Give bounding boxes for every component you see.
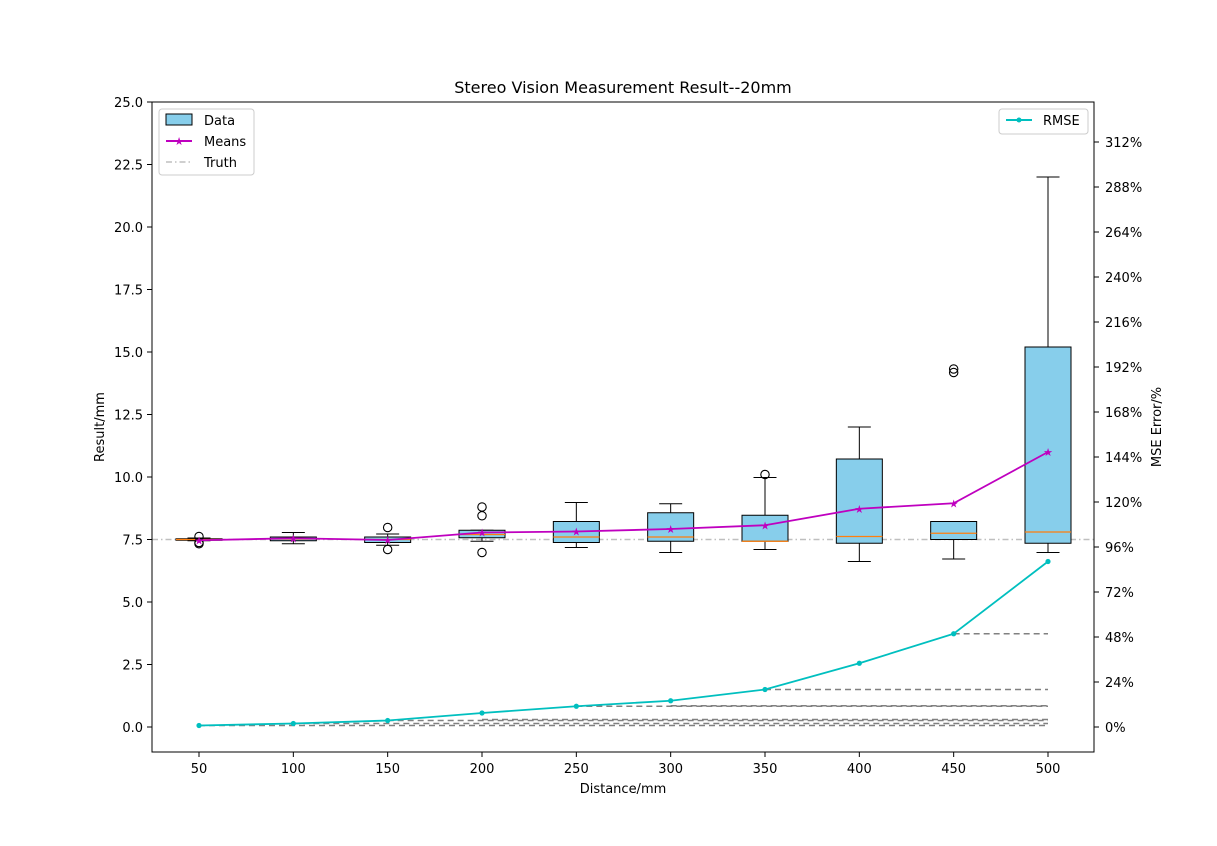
y-tick-label: 15.0	[114, 346, 143, 361]
box-body	[1024, 346, 1072, 544]
outlier-point-1	[477, 510, 487, 521]
outlier-point-0	[948, 364, 959, 374]
y2-tick-label: 96%	[1105, 541, 1134, 556]
rmse-point-400	[856, 660, 862, 666]
y2-tick-label: 192%	[1105, 361, 1142, 376]
y2-tick-label: 72%	[1105, 586, 1134, 601]
box-450	[930, 364, 978, 560]
means-point-500: ★	[1043, 446, 1053, 459]
box-400	[835, 426, 883, 562]
y-tick-label: 12.5	[114, 409, 143, 424]
y2-tick-label: 120%	[1105, 496, 1142, 511]
outlier-point-1	[382, 544, 393, 555]
legend-right: RMSE	[998, 108, 1089, 135]
axes: 50 100 150 200 250 300 350 400 450 500 0.0 2.5 5.0 7.…	[114, 96, 1142, 777]
outlier-point-0	[382, 522, 393, 533]
x-tick-label-150: 150	[375, 762, 400, 777]
y-tick-label: 0.0	[122, 721, 143, 736]
means-point-150: ★	[383, 534, 393, 547]
legend-data-swatch	[165, 113, 193, 126]
x-tick-label-50: 50	[191, 762, 208, 777]
box-300	[647, 503, 695, 553]
outlier-point-0	[760, 469, 770, 480]
outlier-point-0	[477, 502, 487, 512]
means-point-250: ★	[571, 526, 581, 539]
rmse-point-200	[479, 710, 485, 716]
y-tick-label: 17.5	[114, 284, 143, 299]
outlier-point-1	[948, 367, 959, 378]
y2-tick-label: 240%	[1105, 271, 1142, 286]
y2-tick-label: 264%	[1105, 226, 1142, 241]
means-point-200: ★	[477, 527, 487, 540]
y2-tick-label: 0%	[1105, 721, 1126, 736]
means-line	[198, 451, 1049, 542]
y-tick-label: 7.5	[122, 534, 143, 549]
y2-axis-title: MSE Error/%	[1150, 387, 1165, 467]
rmse-point-300	[668, 698, 674, 704]
means-point-350: ★	[760, 519, 770, 532]
y2-tick-label: 144%	[1105, 451, 1142, 466]
y2-tick-label: 48%	[1105, 631, 1134, 646]
y2-tick-label: 216%	[1105, 316, 1142, 331]
plot-frame	[151, 101, 1095, 753]
box-body	[835, 458, 883, 544]
box-body	[741, 514, 789, 542]
outlier-point-0	[194, 531, 204, 542]
x-tick-label-400: 400	[847, 762, 872, 777]
means-point-50: ★	[194, 534, 204, 547]
x-tick-label-250: 250	[564, 762, 589, 777]
legend-means-marker: ★	[174, 135, 184, 148]
box-500	[1024, 176, 1072, 553]
rmse-point-500	[1045, 558, 1051, 565]
plot-area: ★ ★ ★ ★ ★ ★ ★ ★ ★ ★	[152, 176, 1094, 729]
x-tick-label-450: 450	[941, 762, 966, 777]
means-point-400: ★	[854, 503, 864, 516]
y-tick-label: 2.5	[122, 659, 143, 674]
y2-tick-label: 312%	[1105, 136, 1142, 151]
x-tick-label-500: 500	[1036, 762, 1061, 777]
legend-right-frame	[998, 108, 1089, 135]
legend-rmse-label: RMSE	[1043, 114, 1080, 129]
x-axis-title: Distance/mm	[580, 782, 667, 797]
y2-tick-label: 288%	[1105, 181, 1142, 196]
y-axis-title: Result/mm	[93, 392, 108, 462]
y2-tick-label: 168%	[1105, 406, 1142, 421]
rmse-line	[198, 560, 1049, 727]
legend-truth-label: Truth	[203, 156, 237, 171]
y-tick-label: 10.0	[114, 471, 143, 486]
outlier-point-2	[477, 547, 487, 558]
box-body	[930, 521, 978, 540]
y-tick-label: 20.0	[114, 221, 143, 236]
means-point-450: ★	[949, 497, 959, 510]
rmse-point-450	[951, 631, 957, 637]
legend-rmse-marker	[1016, 117, 1022, 123]
x-tick-label-100: 100	[281, 762, 306, 777]
y-tick-label: 22.5	[114, 159, 143, 174]
chart-title: Stereo Vision Measurement Result--20mm	[454, 78, 792, 97]
legend-means-label: Means	[204, 135, 246, 150]
rmse-point-50	[196, 722, 202, 729]
y-tick-label: 25.0	[114, 96, 143, 111]
legend-data-label: Data	[204, 114, 235, 129]
y-tick-label: 5.0	[122, 596, 143, 611]
y2-tick-label: 24%	[1105, 676, 1134, 691]
rmse-point-100	[290, 720, 296, 727]
x-tick-label-200: 200	[470, 762, 495, 777]
rmse-point-250	[573, 703, 579, 709]
x-tick-label-300: 300	[658, 762, 683, 777]
legend-left: Data ★ Means Truth	[158, 108, 255, 176]
rmse-point-350	[762, 686, 768, 693]
means-point-100: ★	[288, 532, 298, 545]
box-350	[741, 469, 789, 550]
x-tick-label-350: 350	[753, 762, 778, 777]
rmse-point-150	[385, 717, 391, 724]
means-point-300: ★	[666, 523, 676, 536]
